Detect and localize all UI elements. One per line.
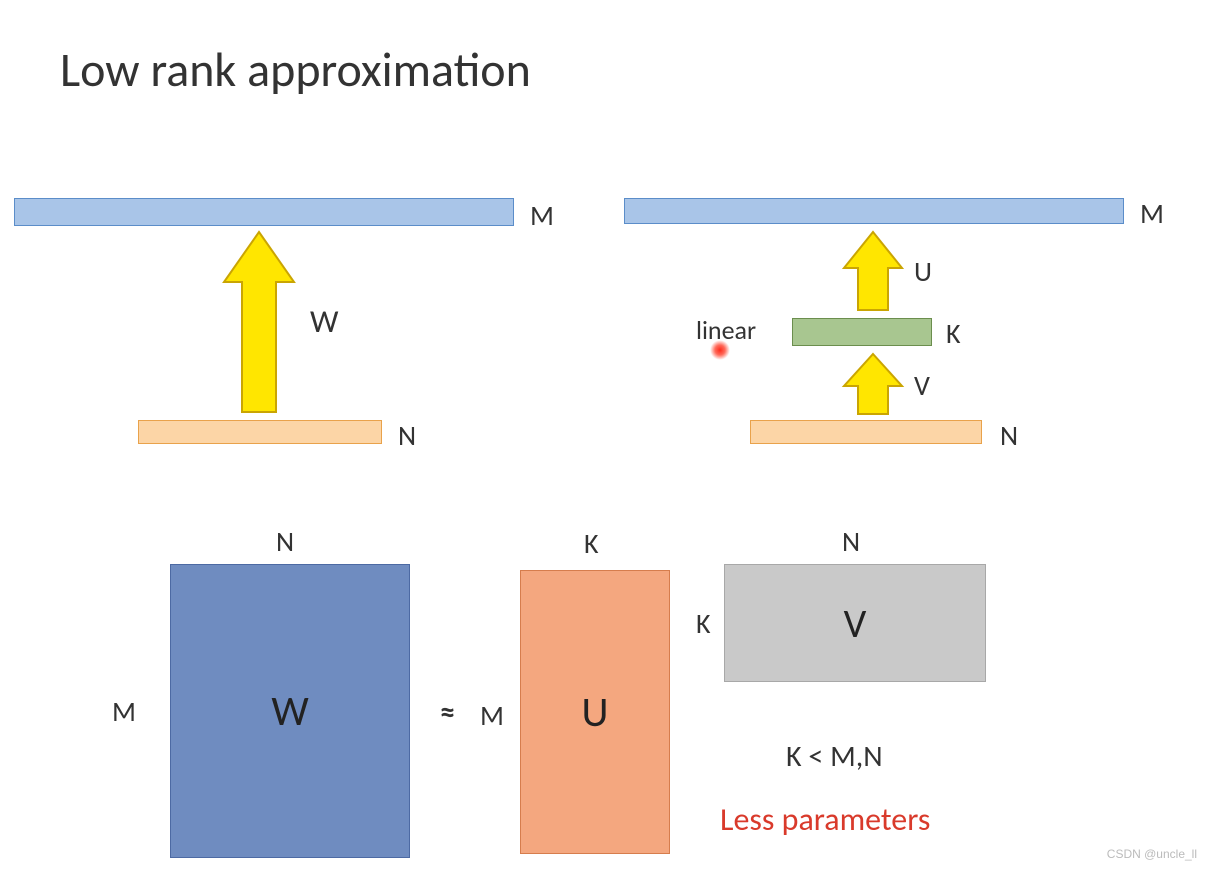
matrix-V-K-label: K xyxy=(696,606,711,641)
inequality-text: K < M,N xyxy=(786,738,883,775)
top-right-U-arrow xyxy=(844,232,902,310)
matrix-W-N-label: N xyxy=(276,524,294,559)
top-right-M-bar xyxy=(624,198,1124,224)
matrix-V-N-label: N xyxy=(842,524,860,559)
matrix-V: V xyxy=(724,564,986,682)
watermark: CSDN @uncle_ll xyxy=(1107,847,1197,861)
matrix-W-M-label: M xyxy=(112,694,136,729)
top-left-W-label: W xyxy=(310,302,338,341)
matrix-U-K-label: K xyxy=(584,526,599,561)
top-right-linear-label: linear xyxy=(696,314,756,346)
top-right-V-arrow xyxy=(844,354,902,414)
top-left-W-arrow xyxy=(224,232,294,412)
top-right-V-label: V xyxy=(914,368,930,403)
top-right-N-label: N xyxy=(1000,418,1018,453)
approx-symbol: ≈ xyxy=(440,694,455,731)
top-left-M-label: M xyxy=(530,198,554,233)
top-right-N-bar xyxy=(750,420,982,444)
top-left-N-bar xyxy=(138,420,382,444)
less-parameters-text: Less parameters xyxy=(720,800,930,839)
slide-title: Low rank approximation xyxy=(60,40,531,99)
top-right-K-bar xyxy=(792,318,932,346)
matrix-W: W xyxy=(170,564,410,858)
matrix-U-M-label: M xyxy=(480,698,504,733)
top-right-K-label: K xyxy=(946,316,961,351)
matrix-U: U xyxy=(520,570,670,854)
top-left-M-bar xyxy=(14,198,514,226)
top-right-U-label: U xyxy=(914,254,932,289)
top-left-N-label: N xyxy=(398,418,416,453)
top-right-M-label: M xyxy=(1140,196,1164,231)
